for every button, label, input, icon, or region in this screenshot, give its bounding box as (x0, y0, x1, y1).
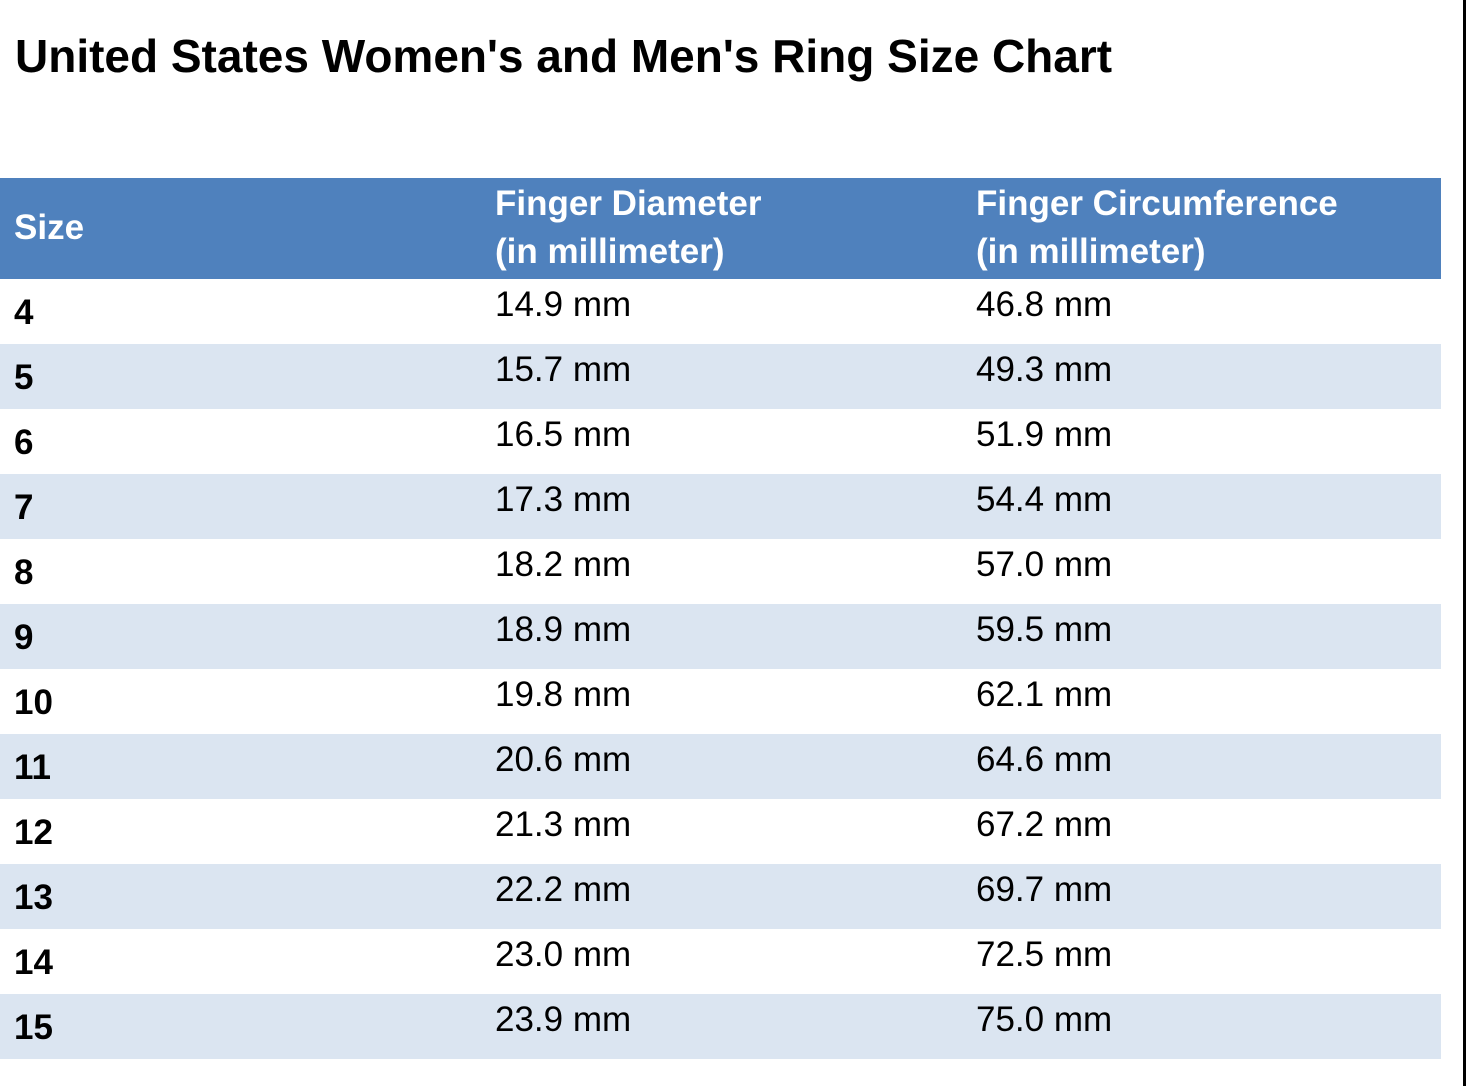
finger-circumference-cell: 72.5 mm (976, 935, 1113, 974)
finger-circumference-cell: 51.9 mm (976, 415, 1113, 454)
table-row: 14 23.0 mm 72.5 mm (0, 929, 1441, 994)
table-row: 6 16.5 mm 51.9 mm (0, 409, 1441, 474)
finger-circumference-cell: 49.3 mm (976, 350, 1113, 389)
size-cell: 7 (14, 488, 34, 527)
finger-circumference-cell: 62.1 mm (976, 675, 1113, 714)
size-cell: 8 (14, 553, 34, 592)
finger-circumference-cell: 54.4 mm (976, 480, 1113, 519)
finger-diameter-cell: 23.9 mm (495, 1000, 632, 1039)
table-header-row: Size Finger Diameter (in millimeter) Fin… (0, 178, 1441, 279)
size-cell: 12 (14, 813, 53, 852)
table-row: 12 21.3 mm 67.2 mm (0, 799, 1441, 864)
finger-circumference-cell: 64.6 mm (976, 740, 1113, 779)
page-title: United States Women's and Men's Ring Siz… (15, 30, 1113, 82)
finger-diameter-cell: 20.6 mm (495, 740, 632, 779)
finger-circumference-cell: 46.8 mm (976, 285, 1113, 324)
size-cell: 6 (14, 423, 34, 462)
finger-diameter-cell: 17.3 mm (495, 480, 632, 519)
ring-size-table: Size Finger Diameter (in millimeter) Fin… (0, 178, 1441, 1059)
finger-circumference-cell: 59.5 mm (976, 610, 1113, 649)
size-cell: 5 (14, 358, 34, 397)
header-finger-diameter-title: Finger Diameter (495, 184, 762, 223)
finger-circumference-cell: 57.0 mm (976, 545, 1113, 584)
finger-diameter-cell: 19.8 mm (495, 675, 632, 714)
table-row: 8 18.2 mm 57.0 mm (0, 539, 1441, 604)
size-cell: 15 (14, 1008, 53, 1047)
finger-diameter-cell: 18.2 mm (495, 545, 632, 584)
finger-circumference-cell: 69.7 mm (976, 870, 1113, 909)
finger-diameter-cell: 21.3 mm (495, 805, 632, 844)
size-cell: 10 (14, 683, 53, 722)
finger-diameter-cell: 18.9 mm (495, 610, 632, 649)
finger-diameter-cell: 14.9 mm (495, 285, 632, 324)
table-row: 7 17.3 mm 54.4 mm (0, 474, 1441, 539)
header-finger-circumference: Finger Circumference (in millimeter) (976, 180, 1338, 276)
table-row: 13 22.2 mm 69.7 mm (0, 864, 1441, 929)
header-finger-diameter: Finger Diameter (in millimeter) (495, 180, 761, 276)
table-row: 15 23.9 mm 75.0 mm (0, 994, 1441, 1059)
header-finger-circumference-unit: (in millimeter) (976, 232, 1206, 271)
table-row: 5 15.7 mm 49.3 mm (0, 344, 1441, 409)
finger-circumference-cell: 75.0 mm (976, 1000, 1113, 1039)
finger-diameter-cell: 16.5 mm (495, 415, 632, 454)
table-row: 10 19.8 mm 62.1 mm (0, 669, 1441, 734)
page-right-border (1463, 0, 1466, 1086)
table-body: 4 14.9 mm 46.8 mm 5 15.7 mm 49.3 mm 6 16.5 mm 51… (0, 279, 1441, 1059)
finger-circumference-cell: 67.2 mm (976, 805, 1113, 844)
header-finger-diameter-unit: (in millimeter) (495, 232, 725, 271)
size-cell: 9 (14, 618, 34, 657)
size-cell: 13 (14, 878, 53, 917)
header-finger-circumference-title: Finger Circumference (976, 184, 1338, 223)
size-cell: 14 (14, 943, 53, 982)
table-row: 11 20.6 mm 64.6 mm (0, 734, 1441, 799)
finger-diameter-cell: 22.2 mm (495, 870, 632, 909)
size-cell: 11 (14, 748, 51, 787)
size-cell: 4 (14, 293, 34, 332)
header-size: Size (14, 208, 85, 247)
table-row: 4 14.9 mm 46.8 mm (0, 279, 1441, 344)
table-row: 9 18.9 mm 59.5 mm (0, 604, 1441, 669)
finger-diameter-cell: 15.7 mm (495, 350, 632, 389)
finger-diameter-cell: 23.0 mm (495, 935, 632, 974)
